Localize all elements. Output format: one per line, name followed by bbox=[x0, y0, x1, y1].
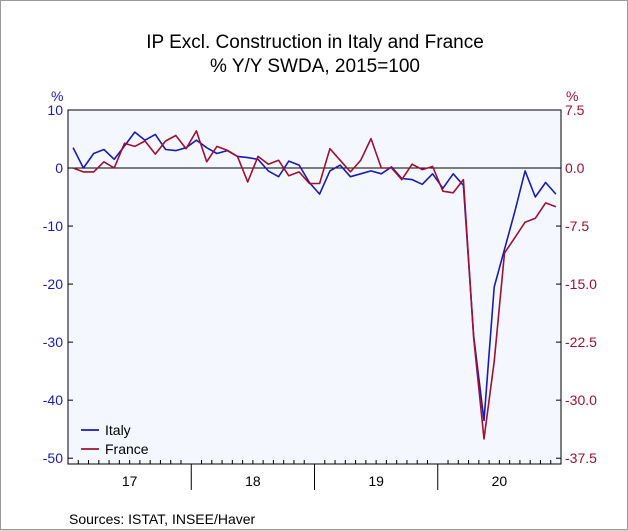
left-axis: 10 0 -10 -20 -30 -40 -50 bbox=[43, 102, 73, 466]
chart-title: IP Excl. Construction in Italy and Franc… bbox=[146, 32, 484, 53]
series-line-france bbox=[72, 130, 557, 440]
left-axis-tick-label: -40 bbox=[43, 392, 63, 408]
x-axis-tick-label: 20 bbox=[492, 473, 508, 489]
right-axis: 7.5 0.0 -7.5 -15.0 -22.5 -30.0 -37.5 bbox=[556, 102, 597, 466]
left-axis-tick-label: 10 bbox=[47, 102, 63, 118]
left-axis-tick-label: -20 bbox=[43, 276, 63, 292]
plot-frame bbox=[67, 109, 562, 465]
chart-subtitle: % Y/Y SWDA, 2015=100 bbox=[209, 56, 420, 77]
legend-label-france: France bbox=[105, 441, 149, 457]
legend-label-italy: Italy bbox=[105, 422, 131, 438]
right-axis-tick-label: -30.0 bbox=[565, 392, 597, 408]
right-axis-tick-label: 7.5 bbox=[565, 102, 585, 118]
right-axis-tick-label: -15.0 bbox=[565, 276, 597, 292]
right-axis-tick-label: 0.0 bbox=[565, 160, 585, 176]
plot-area bbox=[68, 110, 561, 464]
right-axis-tick-label: -22.5 bbox=[565, 334, 597, 350]
x-axis-tick-label: 17 bbox=[122, 473, 138, 489]
left-axis-unit: % bbox=[51, 88, 64, 104]
x-axis-tick-label: 19 bbox=[368, 473, 384, 489]
right-axis-tick-label: -7.5 bbox=[565, 218, 589, 234]
x-axis: 17 18 19 20 bbox=[77, 460, 552, 490]
legend: Italy France bbox=[81, 422, 149, 457]
left-axis-tick-label: -30 bbox=[43, 334, 63, 350]
left-axis-tick-label: -50 bbox=[43, 450, 63, 466]
left-axis-tick-label: 0 bbox=[55, 160, 63, 176]
series-layer bbox=[72, 130, 557, 440]
x-axis-tick-label: 18 bbox=[245, 473, 261, 489]
right-axis-unit: % bbox=[566, 88, 579, 104]
left-axis-tick-label: -10 bbox=[43, 218, 63, 234]
source-note: Sources: ISTAT, INSEE/Haver bbox=[69, 511, 256, 527]
right-axis-tick-label: -37.5 bbox=[565, 450, 597, 466]
